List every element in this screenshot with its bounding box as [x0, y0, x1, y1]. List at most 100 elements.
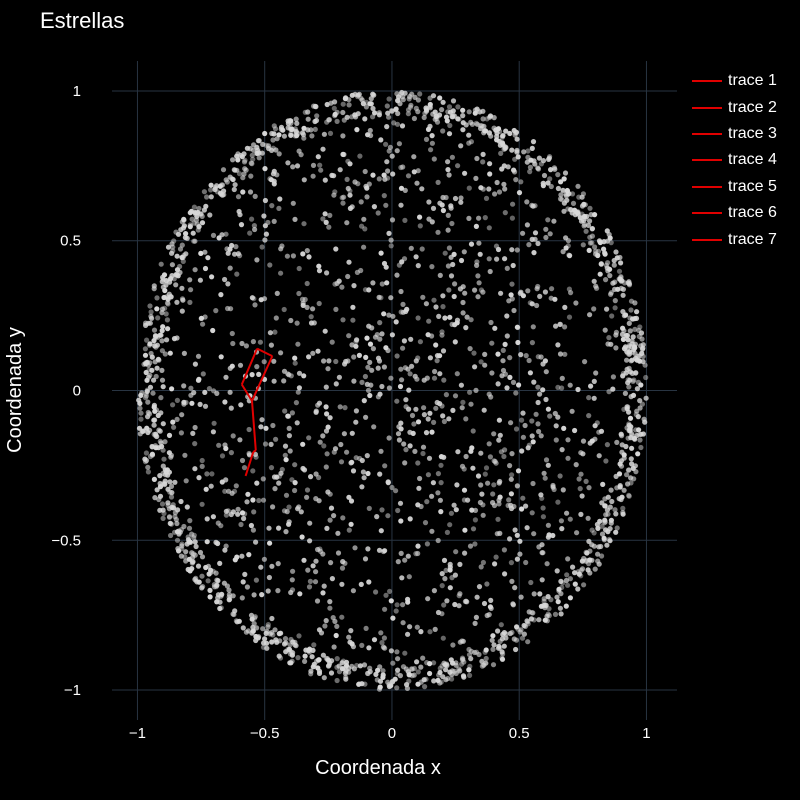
star-point: [614, 439, 620, 445]
star-point: [422, 520, 429, 526]
star-point: [446, 172, 452, 178]
star-point: [634, 408, 640, 414]
star-point: [547, 176, 553, 182]
star-point: [637, 324, 643, 330]
star-point: [148, 313, 154, 319]
star-point: [561, 200, 568, 206]
star-point: [325, 424, 331, 430]
star-point: [473, 175, 479, 181]
legend-item[interactable]: trace 1: [692, 68, 777, 94]
star-point: [265, 624, 271, 630]
star-point: [604, 306, 610, 312]
star-point: [628, 475, 634, 481]
star-point: [531, 591, 537, 597]
star-point: [544, 561, 550, 567]
star-point: [257, 339, 263, 345]
star-point: [580, 242, 586, 248]
star-point: [169, 250, 175, 256]
star-point: [561, 176, 567, 182]
star-point: [178, 227, 184, 233]
star-point: [598, 543, 604, 550]
star-point: [567, 382, 573, 388]
star-point: [287, 448, 293, 454]
star-point: [349, 430, 355, 436]
star-point: [230, 509, 236, 515]
star-point: [513, 177, 519, 183]
star-point: [310, 350, 316, 356]
star-point: [435, 229, 441, 235]
star-point: [361, 662, 368, 668]
star-point: [592, 436, 598, 442]
star-point: [323, 618, 329, 624]
star-point: [385, 480, 391, 486]
star-point: [527, 164, 534, 170]
star-point: [369, 367, 375, 373]
star-point: [370, 105, 376, 112]
star-point: [385, 110, 391, 116]
star-point: [162, 305, 168, 311]
star-point: [626, 384, 632, 390]
star-point: [546, 613, 552, 619]
star-point: [555, 599, 561, 605]
legend-item[interactable]: trace 7: [692, 226, 777, 252]
star-point: [558, 611, 564, 617]
star-point: [446, 287, 452, 293]
star-point: [516, 382, 522, 388]
star-point: [268, 441, 274, 447]
star-point: [441, 418, 447, 425]
star-point: [370, 280, 376, 286]
star-point: [472, 110, 478, 116]
legend-item[interactable]: trace 2: [692, 94, 777, 120]
star-point: [329, 576, 335, 582]
star-point: [388, 237, 394, 243]
star-point: [583, 558, 589, 565]
star-point: [402, 187, 408, 193]
star-point: [186, 539, 192, 545]
star-point: [538, 492, 544, 498]
star-point: [226, 587, 232, 593]
star-point: [376, 112, 382, 118]
star-point: [346, 634, 352, 640]
star-point: [401, 441, 407, 447]
legend-item[interactable]: trace 5: [692, 174, 777, 200]
star-point: [450, 660, 456, 666]
star-point: [449, 154, 455, 160]
star-point: [151, 431, 157, 437]
star-point: [331, 192, 337, 198]
star-point: [511, 127, 517, 134]
star-point: [364, 194, 370, 200]
star-point: [329, 339, 335, 345]
star-point: [554, 568, 560, 574]
legend-item[interactable]: trace 3: [692, 121, 777, 147]
star-point: [585, 515, 591, 521]
star-point: [384, 103, 390, 109]
star-point: [588, 383, 594, 389]
star-point: [519, 448, 525, 454]
star-point: [514, 147, 520, 154]
star-point: [515, 468, 522, 474]
star-point: [390, 615, 396, 621]
star-point: [592, 212, 598, 218]
star-point: [293, 400, 299, 406]
star-point: [423, 105, 429, 111]
legend-item[interactable]: trace 6: [692, 200, 777, 226]
star-point: [466, 652, 473, 658]
star-point: [474, 594, 480, 600]
star-point: [239, 154, 245, 160]
star-point: [249, 630, 255, 636]
star-point: [394, 148, 400, 154]
star-point: [296, 633, 302, 639]
star-point: [281, 378, 287, 384]
star-point: [191, 204, 197, 210]
star-point: [318, 548, 324, 555]
star-point: [359, 223, 365, 229]
star-point: [341, 117, 347, 123]
star-point: [538, 433, 544, 439]
star-point: [480, 116, 486, 122]
star-point: [349, 92, 355, 98]
star-point: [520, 230, 526, 236]
star-point: [570, 564, 576, 570]
star-point: [148, 350, 154, 357]
legend-item[interactable]: trace 4: [692, 147, 777, 173]
star-point: [342, 405, 348, 411]
